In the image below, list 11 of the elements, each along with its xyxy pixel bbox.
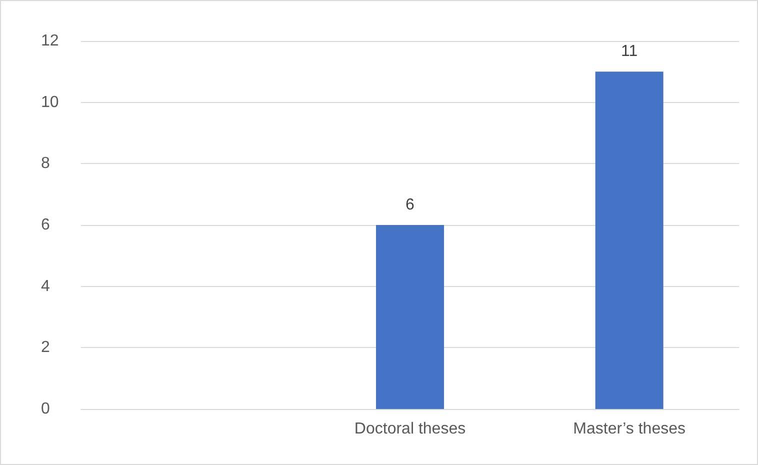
data-label: 11	[621, 43, 638, 60]
y-tick-label: 8	[41, 155, 50, 172]
y-tick-label: 0	[41, 400, 50, 418]
x-tick-label: Master’s theses	[573, 420, 686, 438]
y-tick-label: 4	[41, 278, 50, 295]
data-label: 6	[406, 196, 415, 214]
x-tick-label: Doctoral theses	[354, 420, 466, 438]
y-tick-label: 12	[41, 32, 59, 50]
y-tick-label: 2	[41, 339, 50, 356]
y-tick-label: 6	[41, 216, 50, 234]
y-tick-label: 10	[41, 94, 59, 111]
